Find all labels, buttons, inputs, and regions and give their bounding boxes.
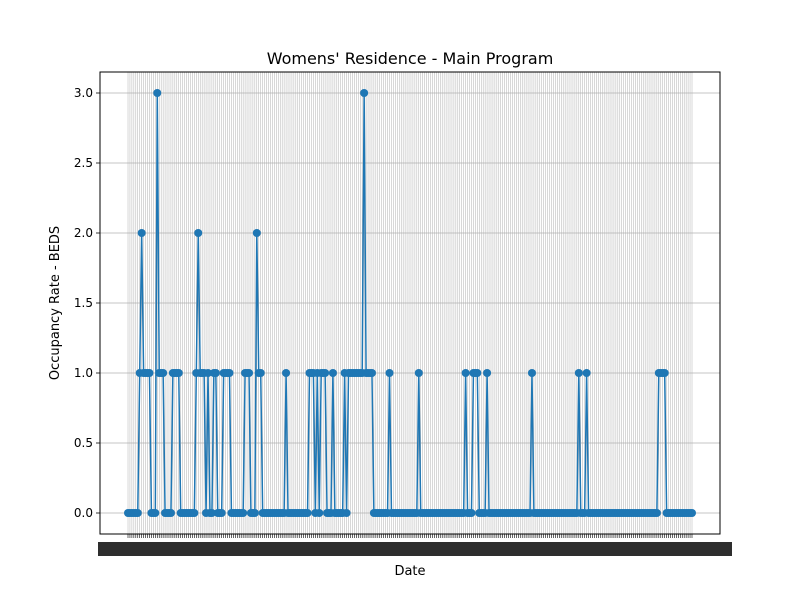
x-tick-labels-overlapped <box>98 542 732 556</box>
y-axis-ticks: 0.0 0.5 1.0 1.5 2.0 2.5 3.0 <box>74 86 100 520</box>
y-tick-label: 0.5 <box>74 436 93 450</box>
data-point <box>574 369 583 377</box>
data-point <box>211 369 220 377</box>
data-point <box>321 369 330 377</box>
data-point <box>360 89 369 97</box>
y-tick-label: 2.0 <box>74 226 93 240</box>
data-point <box>342 509 351 517</box>
data-point <box>252 229 261 237</box>
data-point <box>207 509 216 517</box>
data-point <box>204 369 213 377</box>
data-point <box>256 369 265 377</box>
y-tick-label: 0.0 <box>74 506 93 520</box>
y-tick-label: 1.0 <box>74 366 93 380</box>
data-point <box>582 369 591 377</box>
data-point <box>151 509 160 517</box>
data-point <box>194 229 203 237</box>
data-point <box>166 509 175 517</box>
data-point <box>239 509 248 517</box>
y-tick-label: 1.5 <box>74 296 93 310</box>
data-point <box>133 509 142 517</box>
data-point <box>153 89 162 97</box>
data-point <box>137 229 146 237</box>
chart-title: Womens' Residence - Main Program <box>267 49 554 68</box>
data-point <box>527 369 536 377</box>
data-point <box>225 369 234 377</box>
y-tick-label: 3.0 <box>74 86 93 100</box>
data-point <box>315 509 324 517</box>
data-point <box>385 369 394 377</box>
x-axis-ticks <box>98 534 732 556</box>
data-point <box>244 369 253 377</box>
data-point <box>660 369 669 377</box>
data-point <box>688 509 696 517</box>
data-point <box>303 509 312 517</box>
data-point <box>367 369 376 377</box>
data-point <box>174 369 183 377</box>
data-point <box>217 509 226 517</box>
plot-frame <box>99 71 721 535</box>
data-point <box>467 509 476 517</box>
data-point <box>483 369 492 377</box>
data-point <box>282 369 291 377</box>
data-point <box>190 509 199 517</box>
data-point <box>159 369 168 377</box>
data-point <box>328 369 337 377</box>
data-point <box>250 509 259 517</box>
data-point <box>461 369 470 377</box>
data-point <box>652 509 661 517</box>
x-axis-label: Date <box>394 564 425 579</box>
data-point <box>145 369 154 377</box>
data-point <box>473 369 482 377</box>
y-axis-label: Occupancy Rate - BEDS <box>48 226 63 380</box>
data-points <box>124 89 696 517</box>
data-point <box>414 369 423 377</box>
y-tick-label: 2.5 <box>74 156 93 170</box>
